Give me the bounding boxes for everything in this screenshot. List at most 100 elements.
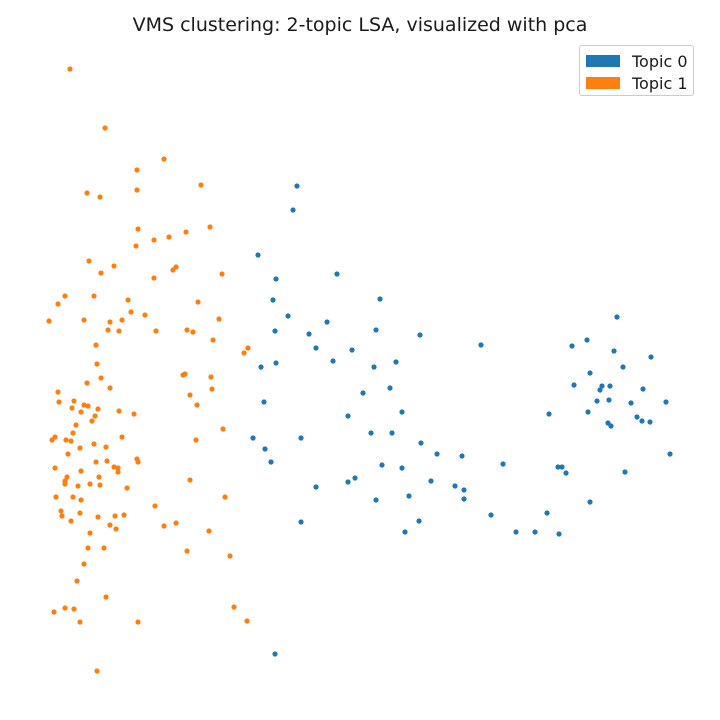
legend-entry-topic-0: Topic 0 xyxy=(586,51,688,71)
data-point-topic-0-25 xyxy=(620,364,626,370)
data-point-topic-1-88 xyxy=(134,456,140,462)
data-point-topic-0-15 xyxy=(330,358,336,364)
data-point-topic-0-83 xyxy=(556,531,562,537)
data-point-topic-1-61 xyxy=(131,411,137,417)
data-point-topic-1-57 xyxy=(85,403,91,409)
data-point-topic-1-24 xyxy=(195,299,201,305)
data-point-topic-1-110 xyxy=(161,523,167,529)
data-point-topic-1-53 xyxy=(71,398,77,404)
data-point-topic-0-72 xyxy=(373,497,379,503)
data-point-topic-1-76 xyxy=(103,444,109,450)
data-point-topic-1-39 xyxy=(210,337,216,343)
data-point-topic-1-8 xyxy=(135,226,141,232)
data-point-topic-1-72 xyxy=(193,437,199,443)
data-point-topic-1-4 xyxy=(84,190,90,196)
data-point-topic-0-58 xyxy=(459,453,465,459)
data-point-topic-0-63 xyxy=(555,464,561,470)
data-point-topic-0-57 xyxy=(434,451,440,457)
data-point-topic-1-127 xyxy=(81,561,87,567)
data-point-topic-1-77 xyxy=(52,465,58,471)
data-point-topic-1-2 xyxy=(161,156,167,162)
data-point-topic-0-9 xyxy=(306,331,312,337)
data-point-topic-0-27 xyxy=(571,382,577,388)
data-point-topic-1-100 xyxy=(59,513,65,519)
data-point-topic-1-119 xyxy=(51,609,57,615)
data-point-topic-1-26 xyxy=(46,318,52,324)
data-point-topic-1-95 xyxy=(70,494,76,500)
chart-title: VMS clustering: 2-topic LSA, visualized … xyxy=(132,14,588,36)
legend: Topic 0 Topic 1 xyxy=(579,45,694,96)
data-point-topic-1-123 xyxy=(135,619,141,625)
data-point-topic-0-39 xyxy=(647,419,653,425)
data-point-topic-0-59 xyxy=(268,459,274,465)
data-point-topic-0-62 xyxy=(500,461,506,467)
data-point-topic-1-13 xyxy=(207,224,213,230)
data-point-topic-1-14 xyxy=(86,258,92,264)
data-point-topic-0-31 xyxy=(607,383,613,389)
data-point-topic-1-18 xyxy=(170,267,176,273)
data-point-topic-1-33 xyxy=(116,328,122,334)
data-point-topic-0-68 xyxy=(428,478,434,484)
data-point-topic-1-80 xyxy=(104,458,110,464)
data-point-topic-0-77 xyxy=(544,510,550,516)
data-point-topic-1-11 xyxy=(151,237,157,243)
data-point-topic-1-16 xyxy=(98,270,104,276)
data-point-topic-1-73 xyxy=(220,426,226,432)
data-point-topic-1-83 xyxy=(115,465,121,471)
data-point-topic-1-41 xyxy=(241,350,247,356)
data-point-topic-1-121 xyxy=(71,606,77,612)
data-point-topic-0-79 xyxy=(298,519,304,525)
data-point-topic-0-47 xyxy=(360,390,366,396)
data-point-topic-0-81 xyxy=(513,529,519,535)
data-point-topic-1-94 xyxy=(53,494,59,500)
data-point-topic-0-37 xyxy=(663,399,669,405)
data-point-topic-1-118 xyxy=(103,594,109,600)
data-point-topic-1-115 xyxy=(74,578,80,584)
data-point-topic-1-126 xyxy=(94,668,100,674)
data-point-topic-1-96 xyxy=(78,497,84,503)
data-point-topic-0-14 xyxy=(349,347,355,353)
data-point-topic-1-32 xyxy=(105,327,111,333)
data-point-topic-1-70 xyxy=(119,434,125,440)
data-point-topic-0-60 xyxy=(379,462,385,468)
data-point-topic-1-122 xyxy=(77,619,83,625)
data-point-topic-0-34 xyxy=(585,409,591,415)
data-point-topic-0-43 xyxy=(546,411,552,417)
data-point-topic-0-16 xyxy=(393,359,399,365)
data-point-topic-0-32 xyxy=(594,398,600,404)
data-point-topic-1-120 xyxy=(62,605,68,611)
data-point-topic-0-3 xyxy=(273,276,279,282)
data-point-topic-1-42 xyxy=(94,361,100,367)
data-point-topic-1-29 xyxy=(142,312,148,318)
data-point-topic-1-38 xyxy=(216,316,222,322)
data-point-topic-0-74 xyxy=(461,496,467,502)
data-point-topic-1-84 xyxy=(75,483,81,489)
data-point-topic-0-0 xyxy=(294,183,300,189)
data-point-topic-1-21 xyxy=(62,293,68,299)
data-point-topic-1-79 xyxy=(78,468,84,474)
data-point-topic-1-51 xyxy=(55,389,61,395)
data-point-topic-1-5 xyxy=(97,194,103,200)
data-point-topic-0-76 xyxy=(488,512,494,518)
data-point-topic-0-56 xyxy=(262,446,268,452)
data-point-topic-1-54 xyxy=(81,402,87,408)
data-point-topic-0-21 xyxy=(569,343,575,349)
data-point-topic-1-71 xyxy=(91,441,97,447)
data-point-topic-0-24 xyxy=(611,348,617,354)
data-point-topic-1-45 xyxy=(107,385,113,391)
data-point-topic-0-30 xyxy=(599,383,605,389)
data-point-topic-0-5 xyxy=(270,297,276,303)
data-point-topic-1-30 xyxy=(107,319,113,325)
data-point-topic-1-34 xyxy=(93,342,99,348)
data-point-topic-0-7 xyxy=(377,296,383,302)
data-point-topic-1-22 xyxy=(91,293,97,299)
data-point-topic-0-2 xyxy=(255,252,261,258)
data-point-topic-0-42 xyxy=(608,423,614,429)
legend-entry-topic-1: Topic 1 xyxy=(586,73,688,93)
data-point-topic-0-75 xyxy=(587,499,593,505)
data-point-topic-1-97 xyxy=(187,477,193,483)
data-point-topic-0-84 xyxy=(272,651,278,657)
data-point-topic-1-81 xyxy=(93,459,99,465)
data-point-topic-0-23 xyxy=(614,314,620,320)
